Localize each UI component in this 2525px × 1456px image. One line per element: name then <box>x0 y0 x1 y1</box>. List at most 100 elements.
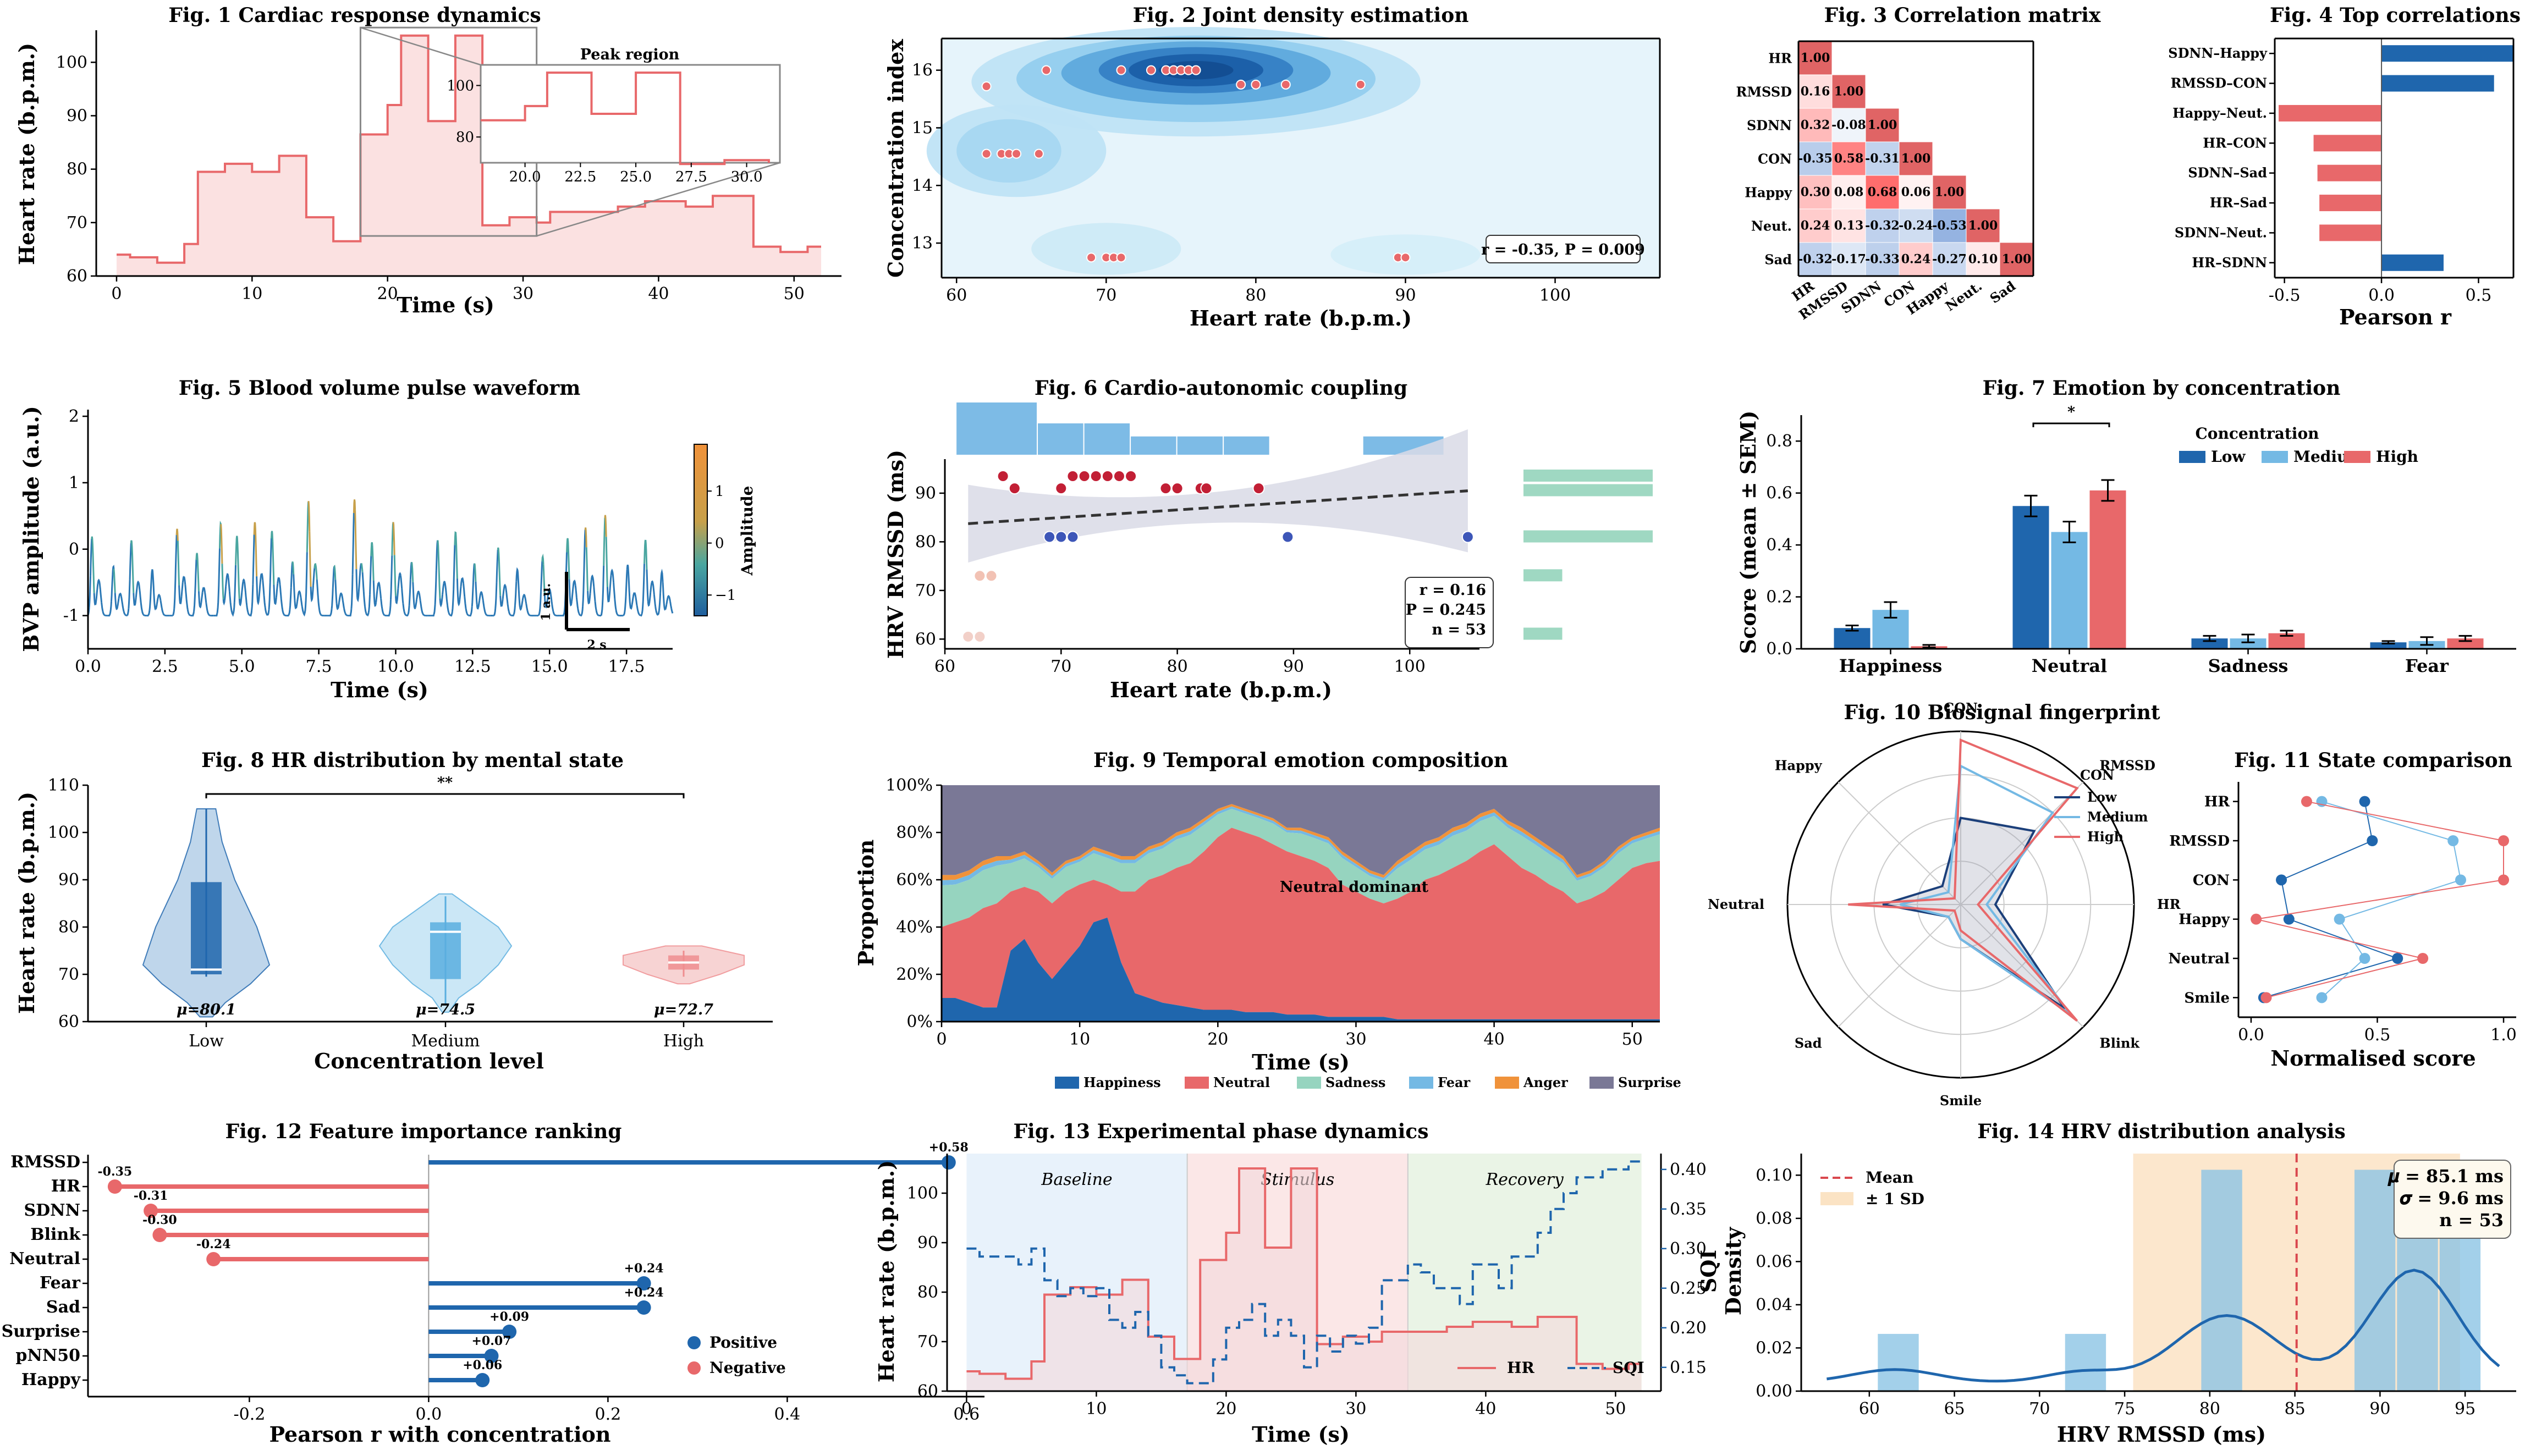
waveform-segment <box>397 575 400 589</box>
waveform-segment <box>272 541 275 585</box>
x-tick-label: -0.2 <box>233 1405 265 1424</box>
bar <box>2012 506 2049 649</box>
waveform-segment <box>208 614 211 616</box>
radar-series <box>1882 817 2066 1010</box>
waveform-segment <box>396 588 399 602</box>
waveform-segment <box>101 602 104 611</box>
waveform-segment <box>206 610 210 615</box>
anger-area <box>942 804 1660 880</box>
x-tick-label: 0 <box>936 1030 947 1049</box>
y-tick-label: 60 <box>915 630 936 649</box>
histogram-bar <box>2439 1227 2481 1391</box>
waveform-segment <box>246 605 249 613</box>
waveform-segment <box>411 562 414 582</box>
waveform-segment <box>296 593 300 603</box>
corr-value: -0.27 <box>1932 252 1967 267</box>
waveform-segment <box>283 614 285 616</box>
feature-label: HR <box>51 1177 81 1196</box>
feature-label: Blink <box>30 1225 81 1244</box>
corr-bar <box>2319 224 2382 241</box>
waveform-segment <box>318 610 322 615</box>
data-point <box>1041 65 1052 75</box>
waveform-segment <box>569 601 573 606</box>
series-point <box>2251 913 2262 925</box>
waveform-segment <box>603 517 606 566</box>
y2-tick-label: 0.15 <box>1670 1358 1707 1377</box>
y-tick-label: 80 <box>58 918 79 937</box>
x-tick-label: 0.0 <box>75 657 101 676</box>
corr-value: 1.00 <box>1935 185 1965 200</box>
series-point <box>2359 953 2370 964</box>
x-tick-label: 20 <box>377 284 398 304</box>
corr-cell <box>1966 242 2000 277</box>
legend-label: High <box>2376 448 2418 466</box>
waveform-segment <box>339 592 343 595</box>
waveform-segment <box>390 555 393 600</box>
x-axis-label: Heart rate (b.p.m.) <box>1110 677 1332 702</box>
y-tick-label: 0.00 <box>1756 1382 1792 1401</box>
series-point <box>2260 992 2272 1003</box>
panel-title: Fig. 5 Blood volume pulse waveform <box>179 377 581 400</box>
waveform-segment <box>664 604 668 610</box>
waveform-segment <box>450 611 453 617</box>
waveform-segment <box>422 613 425 616</box>
x-tick-label: 70 <box>1050 657 1071 676</box>
waveform-segment <box>466 613 469 616</box>
scatter-point <box>1043 531 1056 543</box>
legend-swatch <box>1409 1077 1433 1089</box>
waveform-segment <box>658 593 662 611</box>
phase-label: Baseline <box>1041 1170 1112 1189</box>
radar-axis-label: HR <box>2157 896 2181 912</box>
x-tick-label: 80 <box>1167 657 1188 676</box>
fig3-correlation-matrix: Fig. 3 Correlation matrix 1.00 0.16 1.00 0.3… <box>1736 4 2101 323</box>
value-label: -0.31 <box>134 1189 168 1203</box>
waveform-segment <box>605 537 608 587</box>
series-point <box>2316 992 2328 1003</box>
waveform-segment <box>669 601 673 609</box>
waveform-segment <box>177 541 180 586</box>
mean-label: μ=72.7 <box>654 1001 713 1018</box>
waveform-segment <box>227 577 230 592</box>
waveform-segment <box>257 597 260 605</box>
lollipop-head <box>636 1276 651 1290</box>
waveform-segment <box>223 586 227 601</box>
x-tick-label: 15.0 <box>531 657 568 676</box>
sadness-area <box>942 809 1660 927</box>
waveform-segment <box>568 579 571 604</box>
happiness-area <box>942 917 1660 1022</box>
waveform-segment <box>514 581 518 605</box>
waveform-segment <box>574 585 577 598</box>
waveform-segment <box>161 608 164 614</box>
x-tick-label: 65 <box>1944 1399 1965 1419</box>
legend-label: Mean <box>1866 1168 1913 1187</box>
bar-label: SDNN–Happy <box>2168 45 2268 61</box>
corr-value: 0.13 <box>1834 219 1864 233</box>
waveform-segment <box>350 574 354 609</box>
waveform-segment <box>142 614 145 616</box>
waveform-segment <box>262 580 265 596</box>
x-tick-label: 100 <box>1394 657 1426 676</box>
legend-label: Negative <box>709 1359 786 1377</box>
scatter-point <box>962 630 975 643</box>
density-contour <box>1031 223 1181 275</box>
waveform-segment <box>113 569 116 593</box>
waveform-segment <box>289 587 292 610</box>
waveform-segment <box>367 594 371 613</box>
waveform-segment <box>370 542 373 556</box>
x-axis-label: Time (s) <box>331 677 428 702</box>
waveform-segment <box>641 600 644 614</box>
scatter-point <box>1101 470 1114 482</box>
legend-label: Positive <box>709 1333 777 1352</box>
radar-spoke <box>1960 781 2084 905</box>
lollipop-head <box>636 1300 651 1315</box>
legend-marker <box>687 1336 701 1349</box>
waveform-segment <box>642 564 645 602</box>
lollipop-head <box>152 1228 167 1242</box>
waveform-segment <box>388 613 390 617</box>
x-tick-label: 80 <box>1245 286 1266 305</box>
stat-line: n = 53 <box>2439 1210 2504 1231</box>
waveform-segment <box>164 614 166 616</box>
waveform-segment <box>513 605 516 615</box>
series-point <box>2334 913 2345 925</box>
legend-title: CON <box>2080 767 2114 783</box>
